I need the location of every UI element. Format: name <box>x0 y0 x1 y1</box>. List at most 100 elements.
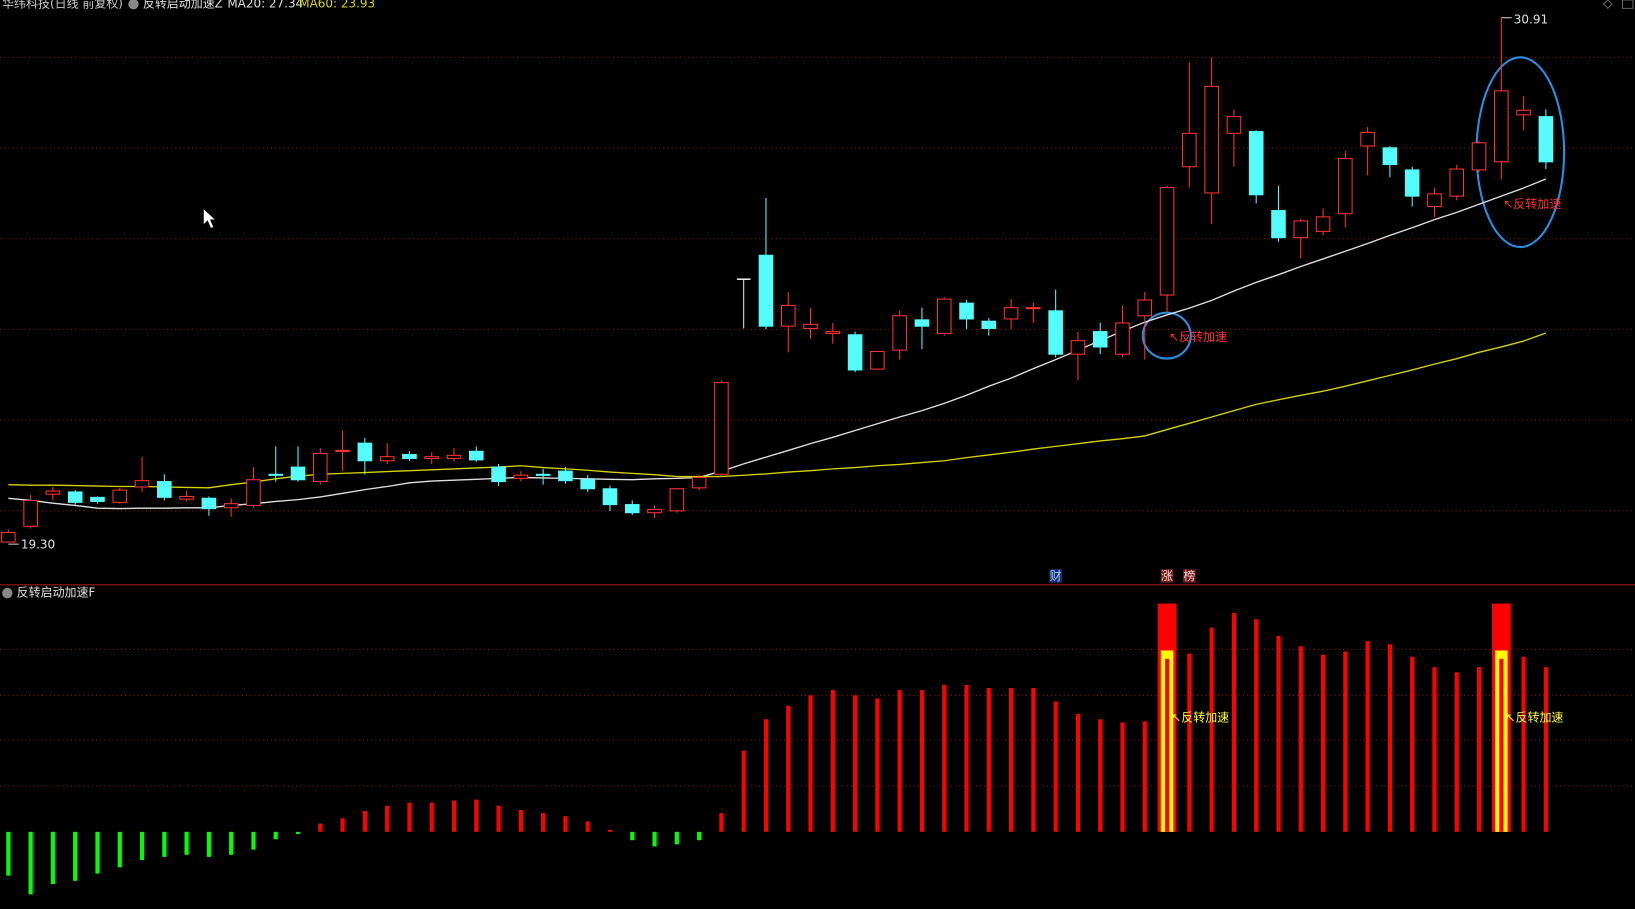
candle <box>1226 109 1242 167</box>
highlight-bar <box>1491 603 1511 832</box>
ma-line <box>8 332 1547 489</box>
candle-body <box>1003 307 1019 320</box>
candle <box>825 323 841 344</box>
window-icons[interactable] <box>1602 0 1634 10</box>
bar <box>1142 721 1147 832</box>
bar <box>1365 641 1370 832</box>
bar <box>1053 701 1058 832</box>
candle <box>1538 109 1554 170</box>
candle <box>1315 208 1331 236</box>
bar <box>429 802 434 832</box>
candle <box>736 278 751 329</box>
candle <box>624 500 640 515</box>
candle-body <box>424 456 440 460</box>
candle-body <box>1115 322 1130 355</box>
bar <box>697 831 702 841</box>
candle-body <box>157 481 172 498</box>
candle <box>1115 305 1130 358</box>
candle-body <box>1494 90 1509 163</box>
candle <box>1159 185 1175 313</box>
indicator-toggle[interactable] <box>128 0 139 10</box>
candle-body <box>223 503 239 509</box>
candle-body <box>1471 142 1487 171</box>
candle-body <box>580 479 596 490</box>
legend-entry: MA60: 23.93 <box>299 0 375 11</box>
candle-body <box>1271 210 1286 239</box>
bar <box>1098 719 1103 832</box>
candle-body <box>446 454 462 460</box>
bar-core <box>1499 658 1504 832</box>
candle <box>558 467 573 484</box>
bar <box>273 831 278 840</box>
bar <box>318 823 323 832</box>
event-tag-bg <box>1183 569 1196 583</box>
candle-body <box>45 490 61 495</box>
candle <box>1003 299 1019 330</box>
candle-body <box>1538 116 1554 163</box>
candle <box>357 437 373 475</box>
candle <box>446 448 462 462</box>
candle-body <box>1248 131 1264 196</box>
bar <box>340 818 345 832</box>
bar <box>206 831 211 857</box>
bar <box>50 831 55 884</box>
bar <box>585 821 590 832</box>
stock-title: 华纬科技(日线 前复权) <box>2 0 123 11</box>
candle <box>803 307 818 339</box>
bar <box>1075 714 1081 832</box>
candle <box>157 474 172 501</box>
candle <box>1494 17 1509 180</box>
bar <box>28 831 33 895</box>
ma-line <box>8 178 1547 510</box>
candle-body <box>402 453 417 460</box>
candle-body <box>758 254 774 327</box>
candle <box>179 491 194 502</box>
candle <box>90 496 105 504</box>
candle-body <box>134 480 150 488</box>
candle-body <box>1 532 16 543</box>
candle <box>1293 218 1309 259</box>
bar <box>518 809 523 832</box>
bar <box>1543 667 1548 832</box>
bar <box>763 719 769 832</box>
candle <box>1137 291 1153 360</box>
bar <box>1120 722 1125 832</box>
bar <box>719 813 724 832</box>
candle-body <box>1516 109 1531 116</box>
bar <box>1343 651 1348 832</box>
bar <box>630 831 635 841</box>
candle <box>201 496 217 516</box>
bar <box>184 831 189 855</box>
indicator-toggle[interactable] <box>2 587 13 599</box>
event-tag-bg <box>1049 569 1062 583</box>
signal-annotation: ↖反转加速 <box>1169 329 1227 344</box>
bar <box>229 831 234 855</box>
candle <box>1338 150 1353 228</box>
candle-body <box>23 499 38 527</box>
mouse-cursor <box>202 207 217 229</box>
candle <box>1516 95 1531 131</box>
candle <box>870 350 885 370</box>
candle-body <box>513 474 529 479</box>
candle <box>847 331 863 373</box>
candle-body <box>491 466 506 483</box>
bar <box>563 816 568 832</box>
candle-body <box>892 315 907 351</box>
highlight-circle <box>1141 311 1192 360</box>
candle-body <box>1449 168 1465 197</box>
candle <box>1404 166 1420 207</box>
bar <box>295 831 301 834</box>
bar <box>117 831 122 868</box>
candle-body <box>936 298 952 334</box>
candle <box>580 475 596 492</box>
candle <box>981 318 997 336</box>
bar <box>830 690 835 832</box>
candle <box>959 299 974 330</box>
candle <box>1382 145 1398 178</box>
bar <box>808 695 813 832</box>
bar <box>964 684 969 832</box>
candle-body <box>714 382 729 475</box>
bar <box>741 750 746 832</box>
bar <box>607 829 613 832</box>
bar <box>1521 656 1526 832</box>
